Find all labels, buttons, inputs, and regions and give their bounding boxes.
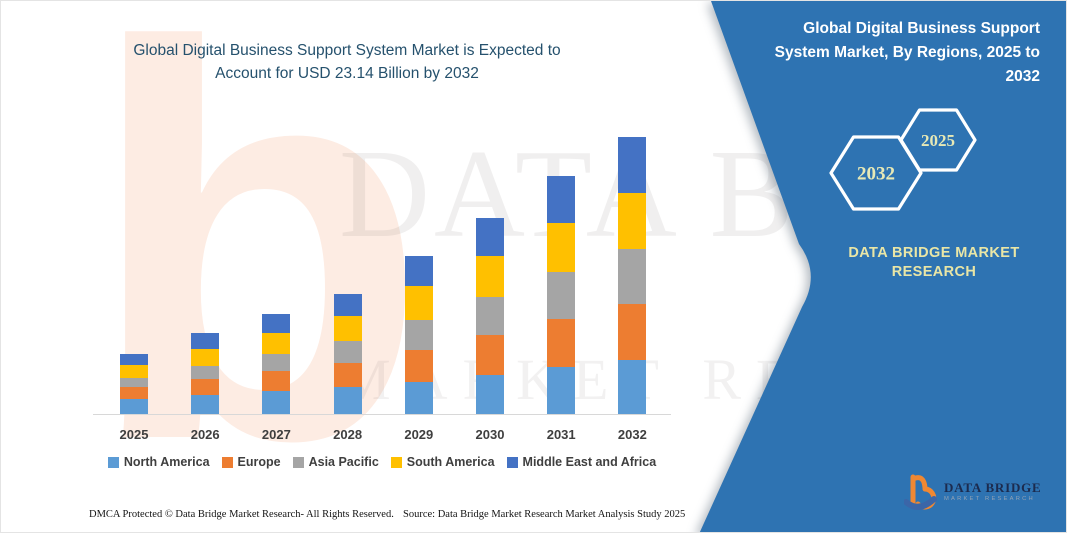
logo-wordmark: DATA BRIDGE: [944, 480, 1042, 496]
bar-segment-north-america-2031: [547, 367, 576, 414]
legend-swatch-asia-pacific: [292, 456, 304, 468]
data-bridge-b-icon: [904, 474, 937, 510]
x-axis-label-2031: 2031: [546, 427, 576, 442]
bar-segment-europe-2031: [547, 319, 576, 367]
bar-segment-north-america-2025: [120, 399, 148, 414]
bar-2025: [120, 354, 148, 414]
bar-segment-middle-east-and-africa-2031: [547, 176, 576, 223]
bar-segment-south-america-2025: [120, 365, 148, 378]
legend-label-north-america: North America: [123, 455, 210, 469]
hexagon-year-label-2025: 2025: [921, 131, 955, 150]
dmca-notice: DMCA Protected © Data Bridge Market Rese…: [89, 509, 394, 520]
legend-label-asia-pacific: Asia Pacific: [308, 455, 379, 469]
bar-segment-asia-pacific-2028: [333, 341, 362, 363]
bar-2029: [404, 256, 433, 414]
source-note: Source: Data Bridge Market Research Mark…: [403, 509, 686, 520]
x-axis-label-2025: 2025: [119, 427, 149, 442]
legend-swatch-north-america: [107, 456, 119, 468]
bar-segment-middle-east-and-africa-2026: [191, 333, 220, 349]
bar-segment-asia-pacific-2032: [618, 249, 647, 304]
bar-segment-north-america-2028: [333, 387, 362, 414]
bar-segment-asia-pacific-2031: [547, 272, 576, 319]
brand-name-text: DATA BRIDGE MARKET RESEARCH: [848, 245, 1020, 280]
bar-segment-north-america-2029: [404, 382, 433, 414]
bar-segment-asia-pacific-2030: [476, 297, 504, 335]
bar-segment-south-america-2028: [333, 316, 362, 341]
chart-title-line2: Account for USD 23.14 Billion by 2032: [215, 65, 479, 82]
hexagon-badge-2032: [829, 135, 923, 211]
bar-segment-middle-east-and-africa-2025: [120, 354, 148, 365]
bar-segment-europe-2026: [191, 379, 220, 395]
blue-chevron-background: [699, 1, 1066, 532]
legend-item-north-america: North America: [107, 455, 210, 469]
bar-2026: [191, 333, 220, 414]
bar-2027: [262, 314, 291, 414]
x-axis-label-2026: 2026: [190, 427, 220, 442]
bar-segment-middle-east-and-africa-2032: [618, 137, 647, 193]
data-bridge-logo: DATA BRIDGE MARKET RESEARCH: [904, 473, 1042, 511]
x-axis-label-2029: 2029: [404, 427, 434, 442]
bar-segment-europe-2032: [618, 304, 647, 360]
legend-swatch-south-america: [390, 456, 402, 468]
legend-item-asia-pacific: Asia Pacific: [292, 455, 379, 469]
legend-swatch-europe: [221, 456, 233, 468]
chart-title-line1: Global Digital Business Support System M…: [133, 42, 561, 59]
logo-tagline: MARKET RESEARCH: [944, 496, 1035, 503]
bar-segment-north-america-2026: [191, 395, 220, 414]
bar-2031: [547, 176, 576, 414]
side-panel-title: Global Digital Business Support System M…: [774, 20, 1040, 85]
bar-2032: [618, 137, 647, 414]
bar-segment-asia-pacific-2027: [262, 354, 291, 371]
bar-segment-north-america-2030: [476, 375, 504, 414]
x-axis-label-2027: 2027: [261, 427, 291, 442]
bar-segment-middle-east-and-africa-2029: [404, 256, 433, 286]
bar-2030: [476, 218, 504, 414]
bar-segment-asia-pacific-2026: [191, 366, 220, 379]
bar-segment-europe-2028: [333, 363, 362, 387]
bar-segment-south-america-2032: [618, 193, 647, 249]
legend-item-south-america: South America: [390, 455, 495, 469]
x-axis-label-2028: 2028: [333, 427, 363, 442]
legend-item-europe: Europe: [221, 455, 281, 469]
hexagon-year-label-2032: 2032: [857, 164, 895, 185]
legend-label-middle-east-and-africa: Middle East and Africa: [522, 455, 657, 469]
bar-segment-south-america-2031: [547, 223, 576, 272]
bar-segment-middle-east-and-africa-2030: [476, 218, 504, 256]
legend-swatch-middle-east-and-africa: [506, 456, 518, 468]
legend-label-europe: Europe: [237, 455, 281, 469]
bar-segment-south-america-2029: [404, 286, 433, 320]
chart-title: Global Digital Business Support System M…: [91, 39, 603, 85]
bar-segment-north-america-2027: [262, 391, 291, 414]
bar-2028: [333, 294, 362, 414]
x-axis-label-2030: 2030: [475, 427, 505, 442]
bar-segment-south-america-2030: [476, 256, 504, 297]
bar-segment-europe-2027: [262, 371, 291, 391]
chart-legend: North America Europe Asia Pacific South Ame…: [93, 455, 671, 469]
bar-segment-middle-east-and-africa-2028: [333, 294, 362, 316]
bar-segment-asia-pacific-2025: [120, 378, 148, 387]
bar-segment-middle-east-and-africa-2027: [262, 314, 291, 333]
bar-segment-europe-2029: [404, 350, 433, 382]
x-axis-line: [93, 414, 671, 415]
legend-label-south-america: South America: [406, 455, 495, 469]
year-hexagons: 2025 2032: [829, 108, 977, 211]
bar-segment-north-america-2032: [618, 360, 647, 414]
bar-segment-south-america-2026: [191, 349, 220, 366]
bar-segment-south-america-2027: [262, 333, 291, 354]
bar-segment-europe-2025: [120, 387, 148, 399]
x-axis-label-2032: 2032: [617, 427, 647, 442]
bar-segment-europe-2030: [476, 335, 504, 375]
bar-segment-asia-pacific-2029: [404, 320, 433, 350]
legend-item-middle-east-and-africa: Middle East and Africa: [506, 455, 657, 469]
